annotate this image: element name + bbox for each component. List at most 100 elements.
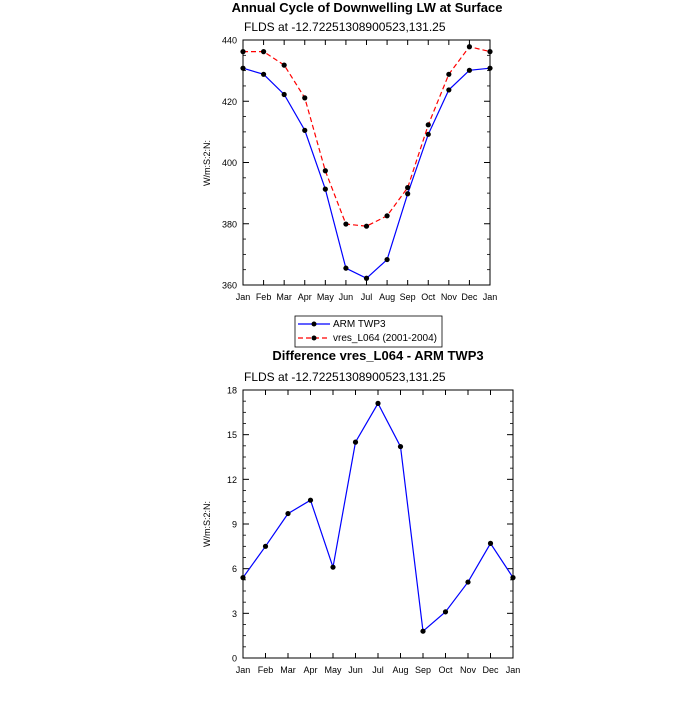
y-tick-label: 12: [227, 475, 237, 485]
y-tick-label: 0: [232, 654, 237, 664]
y-tick-label: 420: [222, 97, 237, 107]
x-tick-label: Jun: [348, 665, 363, 675]
data-point: [363, 275, 370, 281]
data-point: [384, 213, 390, 219]
data-point: [425, 122, 431, 128]
data-point: [322, 168, 328, 174]
data-point: [302, 95, 308, 101]
y-tick-label: 18: [227, 386, 237, 396]
y-tick-label: 440: [222, 36, 237, 46]
x-tick-label: Apr: [298, 292, 312, 302]
series-line-1: [243, 46, 491, 227]
legend-marker-arm: [311, 321, 317, 327]
y-axis-label: W/m:S:2:N:: [202, 140, 212, 186]
y-tick-label: 3: [232, 609, 237, 619]
x-tick-label: May: [317, 292, 335, 302]
x-tick-label: Aug: [379, 292, 395, 302]
plot-marks: [240, 44, 493, 281]
data-point: [285, 510, 291, 517]
data-point: [405, 191, 411, 197]
legend-box: [294, 315, 443, 348]
x-tick-label: Oct: [438, 665, 453, 675]
data-point: [260, 49, 267, 55]
y-tick-label: 9: [232, 520, 237, 530]
data-point: [384, 256, 390, 263]
data-point: [260, 71, 267, 77]
data-point: [425, 131, 431, 137]
data-point: [375, 400, 381, 406]
x-tick-label: Jul: [361, 292, 373, 302]
x-tick-label: Oct: [421, 292, 436, 302]
x-tick-label: Mar: [276, 292, 292, 302]
series-line-0: [242, 402, 514, 633]
data-point: [466, 67, 473, 73]
chart-subtitle: FLDS at -12.72251308900523,131.25: [244, 370, 446, 384]
x-tick-label: Nov: [460, 665, 477, 675]
chart-difference: Difference vres_L064 - ARM TWP3 FLDS at …: [202, 348, 520, 675]
data-point: [442, 609, 449, 615]
chart-title: Difference vres_L064 - ARM TWP3: [272, 348, 483, 363]
axes: Jan Feb Mar Apr May Jun Jul Aug Sep Oct Nov Dec Jan0…: [227, 386, 520, 676]
legend-label-arm: ARM TWP3: [333, 319, 386, 330]
data-point: [240, 575, 246, 581]
y-axis-label: W/m:S:2:N:: [202, 501, 212, 547]
y-tick-label: 15: [227, 430, 237, 440]
data-point: [330, 564, 336, 570]
data-point: [281, 91, 287, 98]
data-point: [322, 186, 328, 192]
legend-marker-model: [311, 335, 317, 341]
x-tick-label: Mar: [280, 665, 296, 675]
data-point: [466, 44, 473, 50]
series-line-0: [242, 67, 491, 280]
data-point: [487, 540, 494, 546]
plot-frame: [242, 389, 514, 659]
x-tick-label: Dec: [461, 292, 478, 302]
x-tick-label: Jan: [236, 292, 251, 302]
data-point: [397, 443, 404, 450]
data-point: [343, 221, 349, 227]
data-point: [510, 575, 516, 581]
legend: ARM TWP3 vres_L064 (2001-2004): [294, 315, 443, 348]
data-point: [446, 87, 452, 93]
data-point: [352, 439, 359, 445]
data-point: [281, 62, 287, 68]
data-point: [240, 65, 246, 71]
plot-frame: [242, 39, 491, 286]
data-point: [240, 49, 246, 55]
y-tick-label: 400: [222, 158, 237, 168]
data-point: [307, 497, 314, 503]
x-tick-label: May: [324, 665, 342, 675]
data-point: [262, 543, 269, 549]
x-tick-label: Sep: [400, 292, 416, 302]
x-tick-label: Jan: [236, 665, 251, 675]
x-tick-label: Feb: [258, 665, 274, 675]
axes: Jan Feb Mar Apr May Jun Jul Aug Sep Oct Nov Dec Jan3…: [222, 36, 497, 303]
chart-subtitle: FLDS at -12.72251308900523,131.25: [244, 20, 446, 34]
data-point: [405, 185, 411, 191]
data-point: [487, 49, 493, 55]
data-point: [420, 628, 426, 634]
x-tick-label: Jan: [483, 292, 498, 302]
data-point: [465, 579, 471, 585]
x-tick-label: Apr: [303, 665, 317, 675]
x-tick-label: Dec: [482, 665, 499, 675]
data-point: [343, 265, 349, 271]
data-point: [302, 127, 308, 133]
x-tick-label: Feb: [256, 292, 272, 302]
x-tick-label: Jan: [506, 665, 521, 675]
data-point: [363, 223, 370, 229]
x-tick-label: Nov: [441, 292, 458, 302]
chart-annual-cycle: Annual Cycle of Downwelling LW at Surfac…: [202, 0, 502, 302]
data-point: [446, 71, 452, 77]
x-tick-label: Jul: [372, 665, 384, 675]
y-tick-label: 380: [222, 219, 237, 229]
legend-label-model: vres_L064 (2001-2004): [333, 333, 437, 344]
y-tick-label: 360: [222, 281, 237, 291]
x-tick-label: Aug: [392, 665, 408, 675]
chart-title: Annual Cycle of Downwelling LW at Surfac…: [232, 0, 503, 15]
x-tick-label: Sep: [415, 665, 431, 675]
x-tick-label: Jun: [339, 292, 354, 302]
y-tick-label: 6: [232, 564, 237, 574]
